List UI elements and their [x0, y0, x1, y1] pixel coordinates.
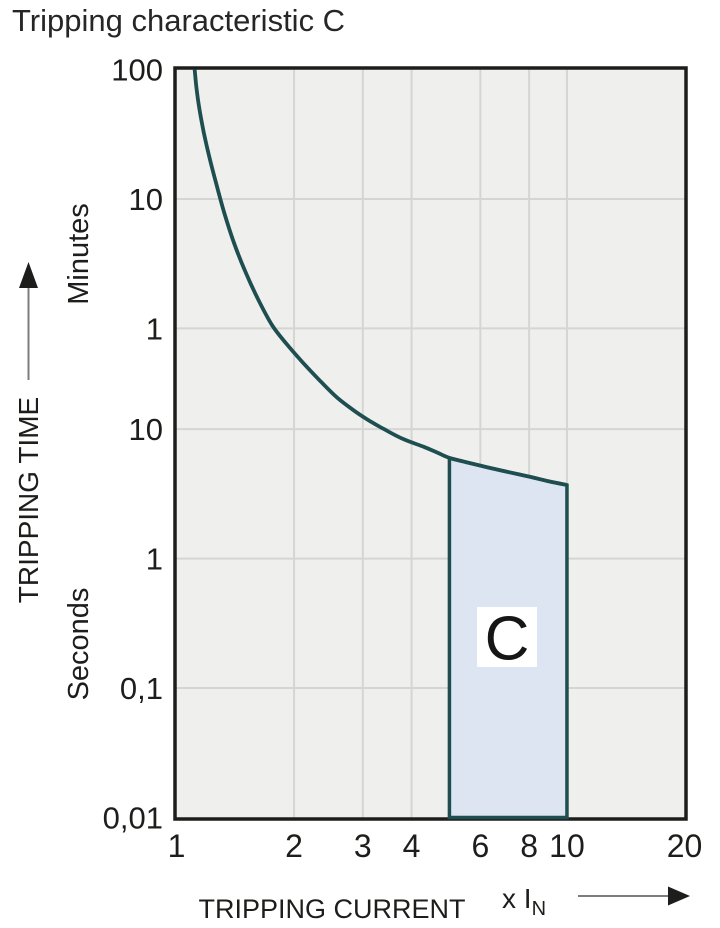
x-tick-label: 8 [520, 828, 538, 864]
y-unit-label-seconds: Seconds [63, 588, 95, 701]
y-tick-label: 100 [111, 53, 163, 88]
chart-title: Tripping characteristic C [12, 3, 346, 38]
x-tick-label: 3 [354, 828, 372, 864]
y-axis-title: TRIPPING TIME [13, 397, 44, 603]
up-arrow-icon [19, 262, 38, 288]
right-arrow-icon [668, 886, 690, 906]
x-axis-title: TRIPPING CURRENT [198, 894, 465, 924]
region-label-c: C [485, 605, 530, 674]
region-label-background [477, 607, 537, 667]
x-tick-label: 4 [403, 828, 421, 864]
y-tick-label: 10 [129, 412, 163, 447]
y-unit-label-minutes: Minutes [63, 203, 95, 305]
x-tick-label: 10 [549, 828, 585, 864]
x-tick-label: 20 [667, 828, 703, 864]
plot-background [175, 68, 686, 819]
y-tick-label: 1 [146, 311, 163, 346]
x-tick-label: 2 [285, 828, 303, 864]
x-tick-label: 6 [471, 828, 489, 864]
x-tick-label: 1 [168, 828, 186, 864]
plot-frame [173, 66, 688, 821]
y-tick-label: 10 [129, 182, 163, 217]
tripping-curve [192, 69, 568, 487]
y-tick-label: 0,01 [103, 801, 163, 836]
x-axis-unit-label: x IN [502, 883, 546, 920]
y-tick-label: 1 [146, 542, 163, 577]
y-tick-label: 0,1 [120, 671, 163, 706]
